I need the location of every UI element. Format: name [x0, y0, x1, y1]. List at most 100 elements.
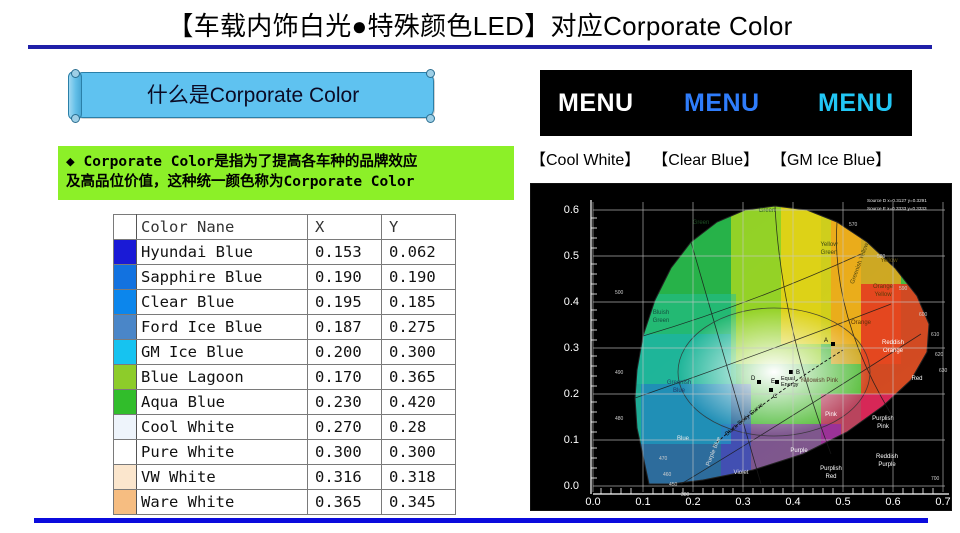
color-x-cell: 0.187 — [307, 314, 382, 340]
y-tick-label: 0.1 — [563, 434, 579, 446]
color-y-cell: 0.300 — [381, 439, 456, 465]
svg-text:Green: Green — [693, 220, 710, 226]
svg-text:610: 610 — [931, 332, 940, 338]
color-name-cell: Blue Lagoon — [136, 364, 308, 390]
table-row: Ware White 0.365 0.345 — [113, 489, 456, 515]
menu-label-gm-ice-blue: MENU — [818, 88, 894, 117]
svg-text:Red: Red — [911, 376, 922, 382]
color-name-cell: Hyundai Blue — [136, 239, 308, 265]
x-tick-label: 0.5 — [835, 496, 851, 508]
menu-preview-panel: MENU MENU MENU — [540, 70, 912, 136]
y-tick-label: 0.6 — [563, 204, 579, 216]
table-row: Hyundai Blue 0.153 0.062 — [113, 239, 456, 265]
menu-caption-3: 【GM Ice Blue】 — [770, 152, 892, 169]
table-body: Color Nane X Y Hyundai Blue 0.153 0.062 Sapphi… — [113, 214, 456, 515]
color-name-cell: Pure White — [136, 439, 308, 465]
color-swatch — [113, 339, 137, 365]
svg-text:450: 450 — [669, 482, 678, 488]
svg-text:Yellow: Yellow — [820, 242, 838, 248]
x-tick-label: 0.0 — [585, 496, 601, 508]
cie-plot-svg: Black Body Curve A B C D Equal Energy E … — [590, 198, 949, 498]
color-name-cell: Ford Ice Blue — [136, 314, 308, 340]
svg-text:Violet: Violet — [734, 470, 749, 476]
svg-text:580: 580 — [877, 254, 886, 260]
color-swatch — [113, 439, 137, 465]
color-swatch — [113, 264, 137, 290]
color-swatch — [113, 414, 137, 440]
cie-wavelength-ticks: 500 490 480 470 460 450 380 570 580 590 600 610… — [615, 222, 948, 498]
y-tick-label: 0.5 — [563, 250, 579, 262]
color-x-cell: 0.316 — [307, 464, 382, 490]
callout-body — [74, 72, 434, 118]
svg-text:D: D — [751, 376, 756, 382]
color-y-cell: 0.300 — [381, 339, 456, 365]
svg-text:700: 700 — [931, 476, 940, 482]
svg-text:470: 470 — [659, 456, 668, 462]
page-title: 【车载内饰白光●特殊颜色LED】对应Corporate Color — [0, 6, 960, 43]
definition-box: ◆ Corporate Color是指为了提高各车种的品牌效应 及高品位价值，这… — [58, 146, 514, 200]
cie-illuminant-points: A B C D Equal Energy E — [751, 338, 835, 400]
svg-text:Greenish: Greenish — [667, 380, 691, 386]
title-divider-bottom — [34, 518, 928, 523]
cie-axes — [590, 200, 949, 495]
color-y-cell: 0.190 — [381, 264, 456, 290]
svg-text:A: A — [824, 338, 828, 344]
svg-text:Purplish: Purplish — [872, 416, 894, 422]
definition-line-1: ◆ Corporate Color是指为了提高各车种的品牌效应 — [66, 154, 418, 171]
color-x-cell: 0.190 — [307, 264, 382, 290]
svg-text:Yellowish Pink: Yellowish Pink — [800, 378, 839, 384]
table-header-row: Color Nane X Y — [113, 214, 456, 240]
svg-text:590: 590 — [899, 286, 908, 292]
table-row: Blue Lagoon 0.170 0.365 — [113, 364, 456, 390]
svg-text:Green: Green — [821, 250, 838, 256]
color-name-cell: Sapphire Blue — [136, 264, 308, 290]
svg-text:Purple: Purple — [878, 462, 896, 468]
svg-text:Source D x=0.3127 y=0.3291: Source D x=0.3127 y=0.3291 — [867, 198, 927, 203]
svg-text:Orange: Orange — [851, 320, 872, 326]
menu-label-cool-white: MENU — [558, 88, 634, 117]
table-row: Ford Ice Blue 0.187 0.275 — [113, 314, 456, 340]
svg-text:Orange: Orange — [873, 284, 894, 290]
table-row: Cool White 0.270 0.28 — [113, 414, 456, 440]
color-x-cell: 0.365 — [307, 489, 382, 515]
x-tick-label: 0.1 — [635, 496, 651, 508]
svg-text:Blue: Blue — [673, 388, 686, 394]
resize-handle-bottom-right[interactable] — [426, 114, 435, 123]
cie-spectral-locus — [634, 205, 930, 485]
table-header-cell-1: Color Nane — [136, 214, 308, 240]
color-x-cell: 0.230 — [307, 389, 382, 415]
color-x-cell: 0.270 — [307, 414, 382, 440]
color-swatch — [113, 289, 137, 315]
svg-text:Source E x=0.3333 y=0.3333: Source E x=0.3333 y=0.3333 — [867, 206, 927, 211]
color-x-cell: 0.200 — [307, 339, 382, 365]
menu-captions: 【Cool White】 【Clear Blue】 【GM Ice Blue】 — [530, 146, 950, 170]
callout-box[interactable]: 什么是Corporate Color — [68, 68, 438, 123]
table-header-cell-3: Y — [381, 214, 456, 240]
color-name-cell: Ware White — [136, 489, 308, 515]
svg-text:Green: Green — [759, 208, 776, 214]
svg-text:Blue: Blue — [677, 436, 690, 442]
color-y-cell: 0.318 — [381, 464, 456, 490]
resize-handle-bottom-left[interactable] — [71, 114, 80, 123]
color-swatch — [113, 389, 137, 415]
definition-line-2: 及高品位价值，这种统一颜色称为Corporate Color — [66, 174, 415, 190]
y-tick-label: 0.3 — [563, 342, 579, 354]
resize-handle-top-left[interactable] — [71, 69, 80, 78]
color-swatch — [113, 364, 137, 390]
corporate-color-table: Color Nane X Y Hyundai Blue 0.153 0.062 Sapphi… — [113, 214, 456, 515]
svg-text:Purplish: Purplish — [820, 466, 842, 472]
color-y-cell: 0.365 — [381, 364, 456, 390]
callout-label: 什么是Corporate Color — [146, 84, 360, 107]
svg-text:480: 480 — [615, 416, 624, 422]
table-row: Clear Blue 0.195 0.185 — [113, 289, 456, 315]
color-name-cell: GM Ice Blue — [136, 339, 308, 365]
cie-minor-ticks — [591, 217, 934, 494]
color-name-cell: Clear Blue — [136, 289, 308, 315]
table-header-cell-2: X — [307, 214, 382, 240]
color-y-cell: 0.275 — [381, 314, 456, 340]
resize-handle-top-right[interactable] — [426, 69, 435, 78]
page-title-en: 对应Corporate Color — [550, 11, 793, 41]
svg-text:C: C — [773, 394, 778, 400]
svg-text:620: 620 — [935, 352, 944, 358]
